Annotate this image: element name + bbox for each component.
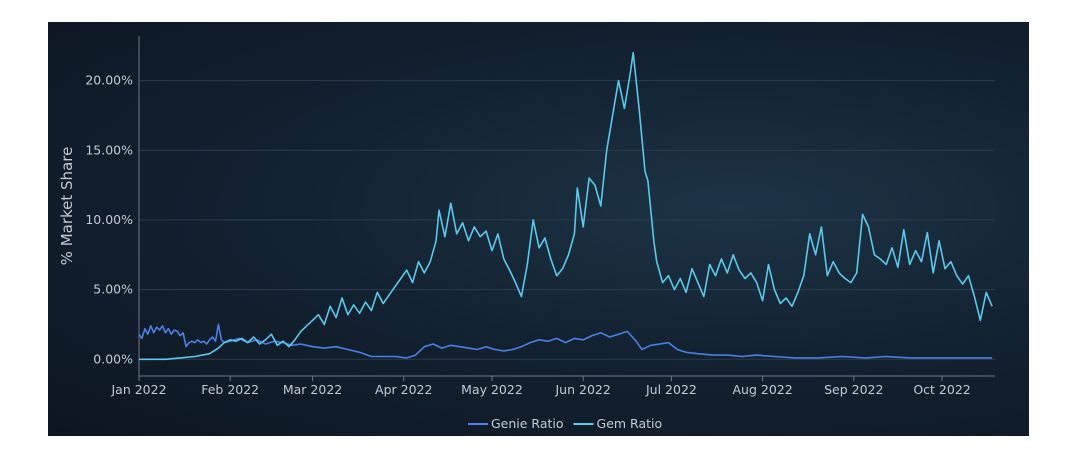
x-tick-label: Apr 2022 — [375, 382, 432, 397]
x-tick-label: Jan 2022 — [110, 382, 166, 397]
legend-item-label: Genie Ratio — [491, 416, 564, 431]
x-tick-label: Feb 2022 — [201, 382, 259, 397]
y-tick-label: 10.00% — [85, 212, 133, 227]
x-tick-label: Mar 2022 — [283, 382, 342, 397]
x-tick-label: Sep 2022 — [824, 382, 883, 397]
legend-item-label: Gem Ratio — [597, 416, 663, 431]
x-tick-label: Jun 2022 — [555, 382, 611, 397]
y-tick-label: 15.00% — [85, 142, 133, 157]
x-tick-label: May 2022 — [461, 382, 523, 397]
x-tick-label: Oct 2022 — [913, 382, 970, 397]
y-tick-label: 5.00% — [93, 282, 133, 297]
y-tick-label: 20.00% — [85, 73, 133, 88]
x-tick-label: Aug 2022 — [733, 382, 793, 397]
market-share-chart: 0.00% 5.00% 10.00% 15.00% 20.00% Jan 2022 Feb … — [58, 36, 995, 431]
chart-panel: 0.00% 5.00% 10.00% 15.00% 20.00% Jan 2022 Feb … — [48, 22, 1029, 436]
y-tick-label: 0.00% — [93, 351, 133, 366]
series-line-gem-ratio — [139, 51, 993, 361]
series-line-genie-ratio — [138, 323, 993, 359]
y-axis-label: % Market Share — [58, 147, 76, 266]
x-tick-label: Jul 2022 — [645, 382, 697, 397]
